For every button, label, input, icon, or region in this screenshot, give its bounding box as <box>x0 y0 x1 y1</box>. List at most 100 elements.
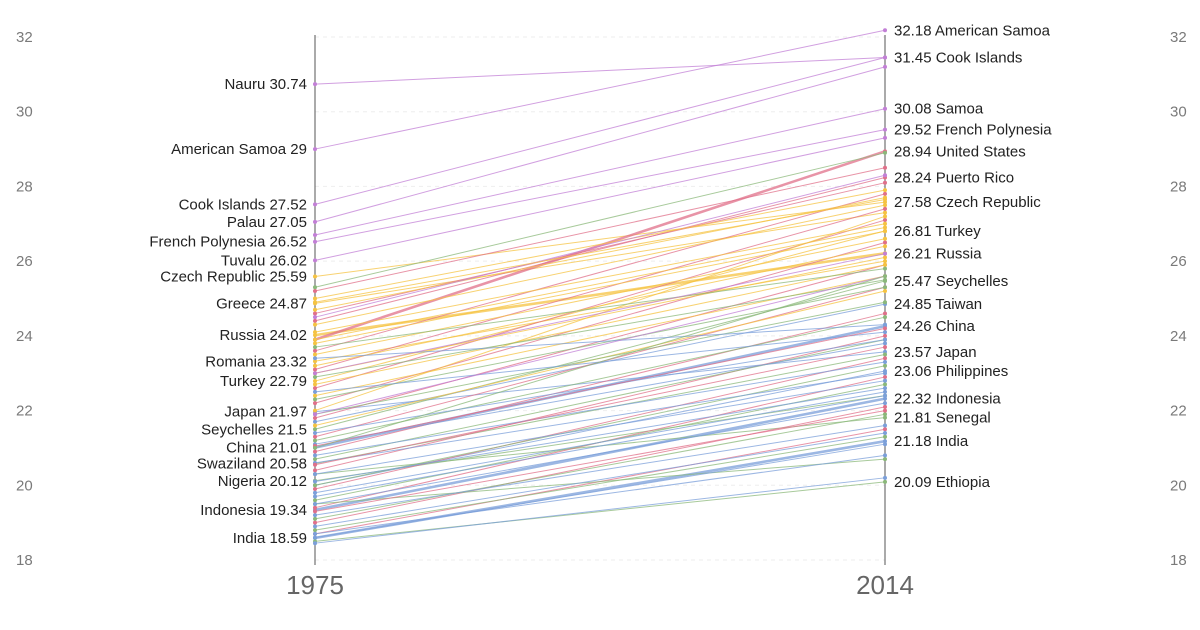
series-point <box>883 374 887 379</box>
series-point <box>313 337 317 342</box>
series-line <box>314 391 886 494</box>
series-point <box>883 277 887 282</box>
start-label: Palau 27.05 <box>227 214 307 231</box>
series-line <box>314 342 886 445</box>
series-point <box>883 221 887 226</box>
series-point <box>313 434 317 439</box>
series-point <box>883 453 887 458</box>
end-label: 21.81 Senegal <box>894 410 991 427</box>
series-point <box>313 367 317 372</box>
series-point <box>883 300 887 305</box>
series-point <box>883 442 887 447</box>
series-point <box>883 389 887 394</box>
series-point <box>883 236 887 241</box>
series-line <box>314 204 886 326</box>
series-line <box>314 303 886 423</box>
series-line <box>314 201 886 277</box>
series-point <box>313 535 317 540</box>
series-point <box>883 412 887 417</box>
series-line <box>314 397 886 512</box>
series-point <box>313 541 317 546</box>
series-point <box>883 218 887 223</box>
y-tick-label: 22 <box>16 403 33 420</box>
series-line <box>314 199 886 303</box>
series-point <box>313 300 317 305</box>
y-tick-label: 24 <box>1170 328 1187 345</box>
series-point <box>313 219 317 224</box>
series-line <box>314 365 886 486</box>
series-point <box>313 419 317 424</box>
series-point <box>883 274 887 279</box>
series-point <box>313 341 317 346</box>
end-label: 21.18 India <box>894 433 969 450</box>
series-point <box>883 345 887 350</box>
end-label: 28.94 United States <box>894 143 1026 160</box>
series-point <box>313 285 317 290</box>
series-point <box>883 393 887 398</box>
series-point <box>883 214 887 219</box>
end-label: 24.85 Taiwan <box>894 296 982 313</box>
end-label: 31.45 Cook Islands <box>894 50 1022 67</box>
y-tick-label: 26 <box>16 253 33 270</box>
series-point <box>313 423 317 428</box>
series-point <box>883 206 887 211</box>
series-line <box>314 406 886 524</box>
y-tick-label: 32 <box>1170 29 1187 46</box>
series-line <box>314 223 886 333</box>
series-point <box>883 427 887 432</box>
series-point <box>313 322 317 327</box>
series-point <box>313 82 317 87</box>
series-point <box>313 513 317 518</box>
series-line <box>314 346 886 466</box>
y-tick-label: 18 <box>1170 552 1187 569</box>
series-line <box>314 357 886 490</box>
series-point <box>313 468 317 473</box>
series-point <box>313 382 317 387</box>
series-point <box>313 524 317 529</box>
y-tick-label: 30 <box>16 104 33 121</box>
end-label: 24.26 China <box>894 318 976 335</box>
series-point <box>883 408 887 413</box>
series-point <box>313 438 317 443</box>
series-point <box>883 378 887 383</box>
series-point <box>313 202 317 207</box>
series-line <box>314 230 886 344</box>
series-point <box>883 356 887 361</box>
series-point <box>883 127 887 132</box>
series-point <box>313 345 317 350</box>
series-point <box>883 285 887 290</box>
series-point <box>313 389 317 394</box>
series-line <box>314 174 886 318</box>
end-label: 23.06 Philippines <box>894 363 1008 380</box>
start-label: Cook Islands 27.52 <box>179 196 307 213</box>
series-line <box>314 275 886 449</box>
series-point <box>313 296 317 301</box>
series-point <box>883 333 887 338</box>
series-point <box>313 509 317 514</box>
series-point <box>313 453 317 458</box>
series-lines <box>313 28 887 546</box>
series-point <box>313 289 317 294</box>
series-point <box>883 439 887 444</box>
series-line <box>314 477 886 544</box>
series-point <box>883 330 887 335</box>
start-label: Romania 23.32 <box>205 353 307 370</box>
series-line <box>314 425 886 516</box>
series-point <box>883 150 887 155</box>
series-line <box>314 361 886 456</box>
series-point <box>313 386 317 391</box>
series-line <box>314 301 886 415</box>
series-line <box>314 227 886 341</box>
end-label: 28.24 Puerto Rico <box>894 169 1014 186</box>
series-point <box>883 229 887 234</box>
start-label: Indonesia 19.34 <box>200 502 307 519</box>
series-line <box>314 264 886 385</box>
start-label: Nigeria 20.12 <box>218 473 307 490</box>
series-point <box>883 135 887 140</box>
y-tick-label: 24 <box>16 328 33 345</box>
series-line <box>314 279 886 378</box>
series-line <box>314 219 886 389</box>
series-line <box>314 458 886 505</box>
series-point <box>883 244 887 249</box>
